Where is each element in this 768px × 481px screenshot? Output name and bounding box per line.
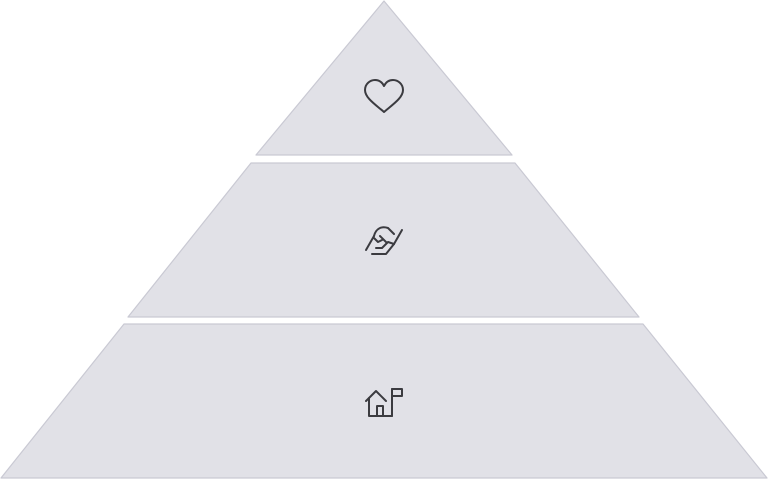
tier-bottom-shape xyxy=(0,323,768,479)
pyramid-tier-middle xyxy=(127,162,640,318)
heart-icon xyxy=(364,79,404,113)
tier-top-shape xyxy=(255,0,513,156)
home-flag-icon xyxy=(365,388,403,417)
pyramid-tier-top xyxy=(255,0,513,156)
handshake-icon xyxy=(365,226,403,255)
pyramid-tier-bottom xyxy=(0,323,768,479)
